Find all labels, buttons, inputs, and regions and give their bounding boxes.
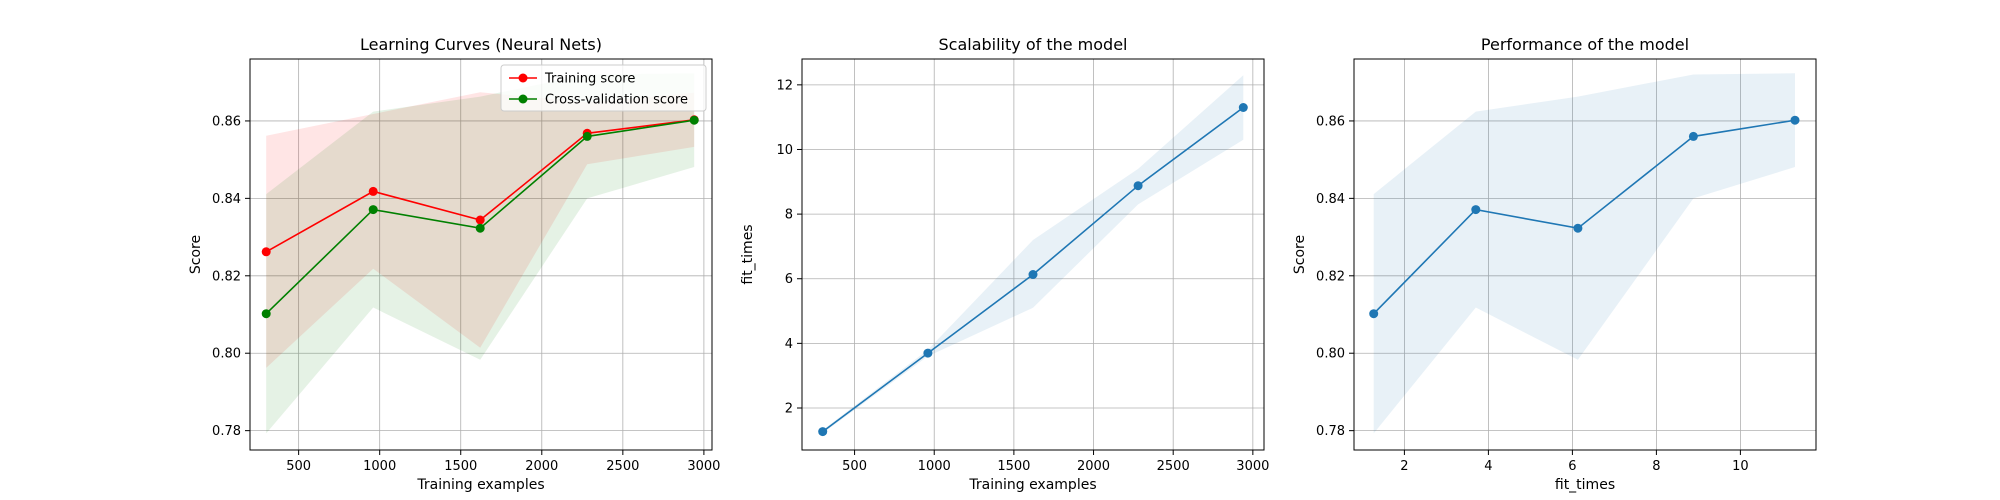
y-tick-label: 10 (776, 143, 793, 158)
cross-validation-score-band (266, 73, 695, 434)
chart-title: Performance of the model (1481, 35, 1689, 54)
y-tick-label: 8 (785, 208, 793, 223)
series-points (261, 115, 699, 319)
axes-frame (801, 58, 1265, 451)
grid (1354, 59, 1816, 450)
ticks: 500 1000 1500 2000 2500 3000 2 4 6 8 10 12 (776, 78, 1269, 474)
performance-series-0-point (1471, 205, 1481, 215)
axes-frame (249, 58, 713, 451)
confidence-bands (822, 75, 1244, 434)
x-tick-label: 1000 (918, 459, 951, 474)
y-tick-label: 0.86 (212, 114, 241, 129)
performance-series-0-point (1790, 115, 1800, 125)
x-axis-label: Training examples (416, 477, 544, 493)
y-tick-label: 0.82 (212, 269, 241, 284)
training-score-point (261, 247, 271, 257)
ticks: 500 1000 1500 2000 2500 3000 0.78 0.80 0.82 0.84 0… (212, 114, 720, 474)
x-axis-label: Training examples (968, 477, 1096, 493)
legend-marker-cross-validation (518, 94, 528, 104)
y-axis-label: fit_times (740, 224, 756, 284)
scalability-series-0-point (1028, 270, 1038, 279)
x-tick-label: 2500 (606, 459, 639, 474)
legend-label-cross-validation: Cross-validation score (545, 93, 688, 108)
chart-title: Learning Curves (Neural Nets) (360, 35, 602, 54)
x-tick-label: 2000 (525, 459, 558, 474)
legend-entry-cross-validation: Cross-validation score (509, 93, 688, 108)
performance-series-0-band (1373, 73, 1795, 434)
y-tick-label: 4 (785, 337, 793, 352)
x-tick-label: 500 (842, 459, 867, 474)
learning-curves-panel: 500 1000 1500 2000 2500 3000 0.78 0.80 0.82 0.84 0… (188, 35, 720, 493)
x-tick-label: 4 (1484, 459, 1492, 474)
cross-validation-score-point (582, 131, 592, 141)
legend-entry-training: Training score (509, 72, 635, 87)
y-tick-label: 12 (776, 78, 793, 93)
grid (802, 59, 1264, 450)
ticks: 2 4 6 8 10 0.78 0.80 0.82 0.84 0.86 (1316, 114, 1749, 474)
axes-frame (1353, 58, 1817, 451)
x-tick-label: 3000 (1236, 459, 1269, 474)
x-tick-label: 8 (1652, 459, 1660, 474)
legend-label-training: Training score (544, 72, 635, 87)
x-tick-label: 6 (1568, 459, 1576, 474)
x-tick-label: 10 (1732, 459, 1749, 474)
chart-title: Scalability of the model (939, 35, 1128, 54)
x-tick-label: 2000 (1077, 459, 1110, 474)
series-points (818, 103, 1248, 437)
legend: Training score Cross-validation score (500, 64, 707, 112)
y-tick-label: 0.86 (1316, 114, 1345, 129)
legend-box (500, 64, 707, 112)
performance-panel: 2 4 6 8 10 0.78 0.80 0.82 0.84 0.86 Performance o… (1292, 35, 1817, 493)
y-tick-label: 0.78 (1316, 424, 1345, 439)
x-tick-label: 2 (1400, 459, 1408, 474)
y-tick-label: 6 (785, 272, 793, 287)
series-points (1369, 115, 1800, 319)
cross-validation-score-point (368, 205, 378, 215)
scalability-panel: 500 1000 1500 2000 2500 3000 2 4 6 8 10 12 Scalabil… (740, 35, 1269, 493)
scalability-series-0-band (822, 75, 1244, 434)
scalability-series-0-point (1238, 103, 1248, 112)
cross-validation-score-point (475, 223, 485, 233)
performance-series-0-point (1688, 131, 1698, 141)
grid (250, 59, 712, 450)
x-tick-label: 500 (286, 459, 311, 474)
scalability-series-0-point (923, 348, 933, 358)
cross-validation-score-point (261, 309, 271, 319)
scalability-series-0-point (1133, 181, 1143, 191)
y-tick-label: 0.80 (1316, 347, 1345, 362)
training-score-point (475, 215, 485, 225)
y-axis-label: Score (1292, 235, 1308, 274)
performance-series-0-point (1573, 223, 1583, 233)
y-tick-label: 0.80 (212, 347, 241, 362)
y-tick-label: 0.84 (1316, 192, 1345, 207)
legend-marker-training (518, 73, 528, 83)
training-score-point (368, 186, 378, 196)
x-tick-label: 1500 (444, 459, 477, 474)
y-tick-label: 0.78 (212, 424, 241, 439)
confidence-bands (1373, 73, 1795, 434)
x-tick-label: 1000 (363, 459, 396, 474)
x-tick-label: 1500 (997, 459, 1030, 474)
y-tick-label: 0.82 (1316, 269, 1345, 284)
y-axis-label: Score (188, 235, 204, 274)
y-tick-label: 2 (785, 401, 793, 416)
cross-validation-score-point (689, 115, 699, 125)
scalability-series-0-point (818, 427, 828, 437)
x-tick-label: 3000 (687, 459, 720, 474)
x-tick-label: 2500 (1157, 459, 1190, 474)
x-axis-label: fit_times (1555, 477, 1615, 493)
performance-series-0-point (1369, 309, 1379, 319)
y-tick-label: 0.84 (212, 192, 241, 207)
